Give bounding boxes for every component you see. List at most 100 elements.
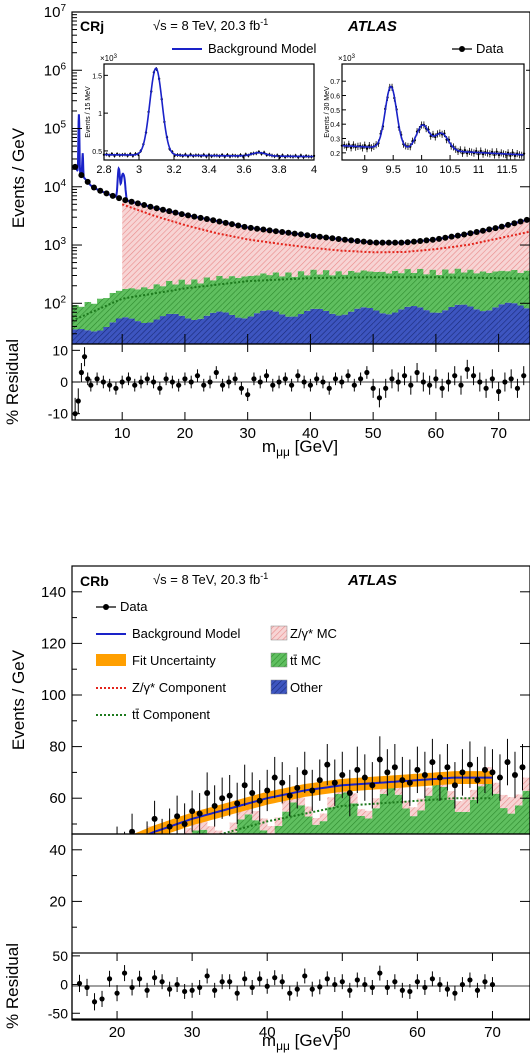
z-mc-bar [134,203,142,290]
data-point [519,764,526,771]
z-mc-bar [80,859,88,885]
legend-swatch-marker [103,604,109,610]
residual-x-tick-label: 50 [365,425,382,442]
z-mc-bar [153,208,161,285]
residual-x-tick-label: 50 [334,1024,351,1041]
z-mc-bar [394,783,403,795]
ttbar-mc-bar [357,815,366,834]
ttbar-mc-bar [103,298,110,327]
data-point [498,223,505,230]
other-mc-bar [442,310,449,344]
y-tick-label: 140 [41,584,66,601]
z-mc-bar [297,797,306,806]
ttbar-mc-bar [147,288,154,323]
residual-point [287,990,293,996]
residual-point [213,369,219,376]
residual-point [458,382,464,388]
other-mc-bar [172,313,179,344]
other-mc-bar [498,304,506,344]
legend-item: tt̄ MC [270,652,321,668]
residual-x-tick-label: 30 [184,1024,201,1041]
data-point [286,792,293,799]
legend-item: Z/γ* MC [270,625,337,641]
data-point [492,225,499,232]
legend-item: Data [96,599,148,614]
data-point [153,205,160,212]
inset-y-tick-label: 0.2 [330,151,340,158]
data-point [486,226,493,233]
z-mc-bar [140,838,148,854]
data-point [77,857,83,863]
data-point [331,779,338,786]
inset-x-tick-label: 9.5 [386,164,401,176]
residual-point [445,379,452,385]
data-point [264,787,271,794]
residual-point [144,376,150,382]
data-point [448,233,455,240]
residual-point [94,376,100,382]
residual-point [407,988,413,995]
ttbar-mc-bar [514,805,523,834]
inset-x-tick-label: 9 [362,164,368,176]
z-mc-bar [504,224,512,272]
ttbar-mc-bar [447,799,456,834]
ttbar-mc-bar [429,269,437,313]
residual-point [84,984,90,991]
residual-point [339,979,345,985]
z-mc-bar [244,805,253,815]
z-mc-bar [266,230,274,276]
y-tick-label: 100 [41,687,66,704]
residual-point [358,376,364,382]
data-point [174,813,181,820]
data-point [436,235,443,242]
data-point [384,769,391,776]
ttbar-mc-bar [229,832,238,834]
crb-residual-panel: 20 30 40 50 60 70 -50 0 50 % Residual mμμ [GeV] [3,833,530,1053]
y-tick-label: 105 [44,120,67,138]
other-mc-bar [354,308,361,344]
ttbar-mc-bar [354,272,361,309]
data-point [406,779,413,786]
residual-point [167,986,173,992]
ttbar-mc-bar [398,273,405,310]
data-point [222,219,229,226]
ttbar-mc-bar [153,284,161,320]
data-point [341,236,348,243]
data-point [228,221,235,228]
residual-point [88,382,94,388]
ttbar-mc-bar [467,269,474,307]
inset-x-tick-label: 4 [311,164,317,176]
ttbar-mc-bar [394,794,403,834]
z-mc-bar [409,807,418,817]
ttbar-mc-bar [522,790,530,834]
residual-point [194,373,201,379]
ttbar-mc-bar [454,268,462,305]
residual-point [219,382,226,388]
residual-point [75,398,81,404]
crb-atlas-label: ATLAS [347,572,397,589]
ttbar-mc-bar [117,873,125,953]
ttbar-mc-bar [484,783,493,834]
legend-swatch-marker [459,46,465,52]
residual-point [144,987,150,993]
data-point [159,206,166,213]
data-point [266,227,273,234]
residual-point [242,976,248,982]
inset-x-tick-label: 3.8 [271,164,286,176]
data-point [84,852,90,858]
residual-point [324,976,330,982]
data-point [211,802,218,809]
z-mc-bar [435,238,443,275]
residual-point [347,987,353,993]
data-point [417,237,424,244]
residual-y-tick-label: 50 [52,948,68,964]
residual-point [107,382,113,388]
ttbar-mc-bar [241,276,248,319]
ttbar-mc-bar [244,814,253,834]
ttbar-mc-bar [498,270,506,305]
legend-label: tt̄ Component [132,707,210,722]
data-point [442,234,449,241]
residual-x-tick-label: 60 [428,425,445,442]
z-mc-bar [272,231,280,273]
residual-point [502,379,508,385]
